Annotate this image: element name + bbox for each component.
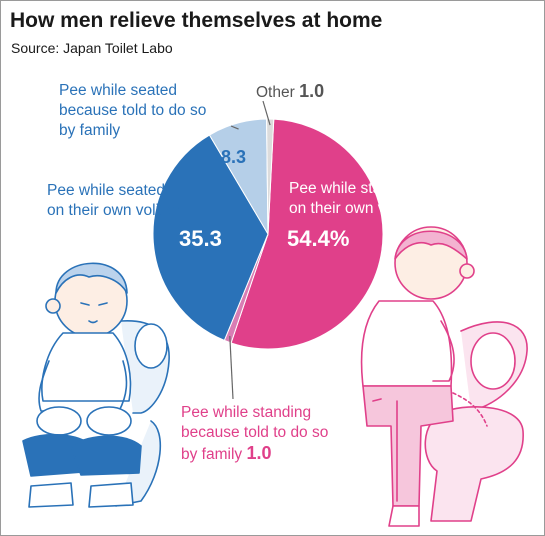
label-seated-family-line-3: by family: [59, 122, 121, 139]
label-seated-own-value: 35.3: [179, 226, 222, 251]
label-seated-own-line-1: Pee while seated: [47, 182, 166, 199]
label-standing-family-line-2: because told to do so: [181, 424, 329, 441]
pie-slice-0: [230, 118, 384, 350]
label-standing-family-line-1: Pee while standing: [181, 404, 312, 421]
leader-line-other: [262, 100, 271, 126]
label-standing-own-value: 54.4%: [287, 226, 350, 251]
label-standing-family-line-3: by family 1.0: [181, 443, 328, 465]
pie-chart: [152, 118, 384, 350]
leader-line-seated-family: [230, 125, 239, 130]
chart-source: Source: Japan Toilet Labo: [11, 40, 173, 56]
boy-standing-at-toilet-icon: [360, 226, 528, 527]
pie-slice-4: [266, 118, 275, 235]
chart-title: How men relieve themselves at home: [10, 9, 383, 32]
label-other: Other 1.0: [256, 81, 324, 103]
label-seated-family: Pee while seated because told to do so b…: [59, 81, 206, 141]
label-seated-own-value-box: 35.3: [179, 226, 222, 252]
leader-lines: [229, 100, 271, 400]
label-other-text: Other: [256, 84, 295, 101]
label-standing-own-line-1: Pee while standing: [289, 180, 420, 197]
label-seated-family-line-2: because told to do so: [59, 102, 207, 119]
label-seated-family-value: 8.3: [221, 147, 247, 167]
label-seated-family-value-box: 8.3: [221, 147, 246, 169]
label-standing-own-line-2: on their own volition: [289, 200, 426, 217]
label-other-value: 1.0: [299, 81, 325, 101]
label-seated-own-line-2: on their own volition: [47, 202, 184, 219]
label-standing-own-value-box: 54.4%: [287, 226, 350, 252]
label-seated-family-line-1: Pee while seated: [59, 82, 178, 99]
label-standing-family: Pee while standing because told to do so…: [181, 403, 328, 465]
label-standing-family-line-3-text: by family: [181, 446, 243, 463]
label-seated-own: Pee while seated on their own volition: [47, 181, 184, 221]
label-standing-family-value: 1.0: [246, 443, 272, 463]
boy-sitting-on-toilet-icon: [22, 262, 170, 508]
label-standing-own: Pee while standing on their own volition: [289, 179, 426, 219]
leader-line-standing-family: [229, 336, 234, 400]
